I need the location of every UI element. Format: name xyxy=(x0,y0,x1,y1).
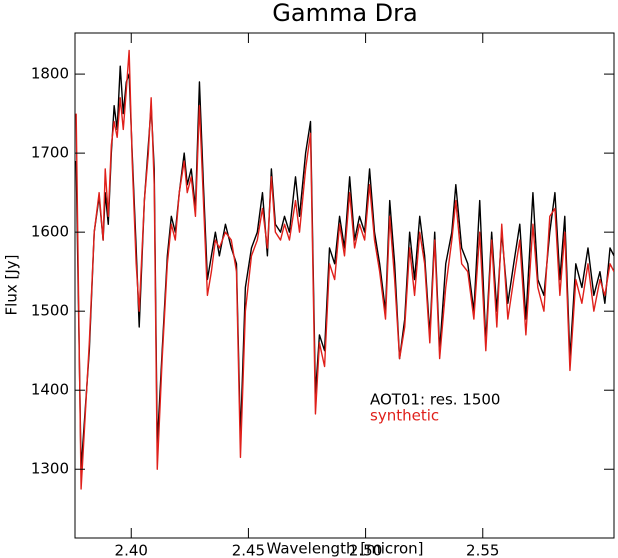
chart-title: Gamma Dra xyxy=(272,0,417,27)
series-line xyxy=(75,49,614,490)
y-axis-label: Flux [Jy] xyxy=(3,255,21,316)
y-tick-label: 1800 xyxy=(31,65,69,83)
y-tick-label: 1500 xyxy=(31,302,69,320)
x-tick-label: 2.55 xyxy=(466,542,499,558)
x-tick-label: 2.45 xyxy=(232,542,265,558)
x-tick-label: 2.40 xyxy=(115,542,148,558)
legend-label: synthetic xyxy=(370,407,439,425)
y-tick-label: 1600 xyxy=(31,223,69,241)
x-tick-label: 2.50 xyxy=(349,542,382,558)
y-tick-label: 1400 xyxy=(31,381,69,399)
x-axis-label: Wavelength [micron] xyxy=(266,540,423,558)
plot-frame xyxy=(74,32,615,539)
legend-label: AOT01: res. 1500 xyxy=(370,391,500,409)
y-tick-label: 1700 xyxy=(31,144,69,162)
y-tick-label: 1300 xyxy=(31,460,69,478)
lines xyxy=(75,49,614,490)
